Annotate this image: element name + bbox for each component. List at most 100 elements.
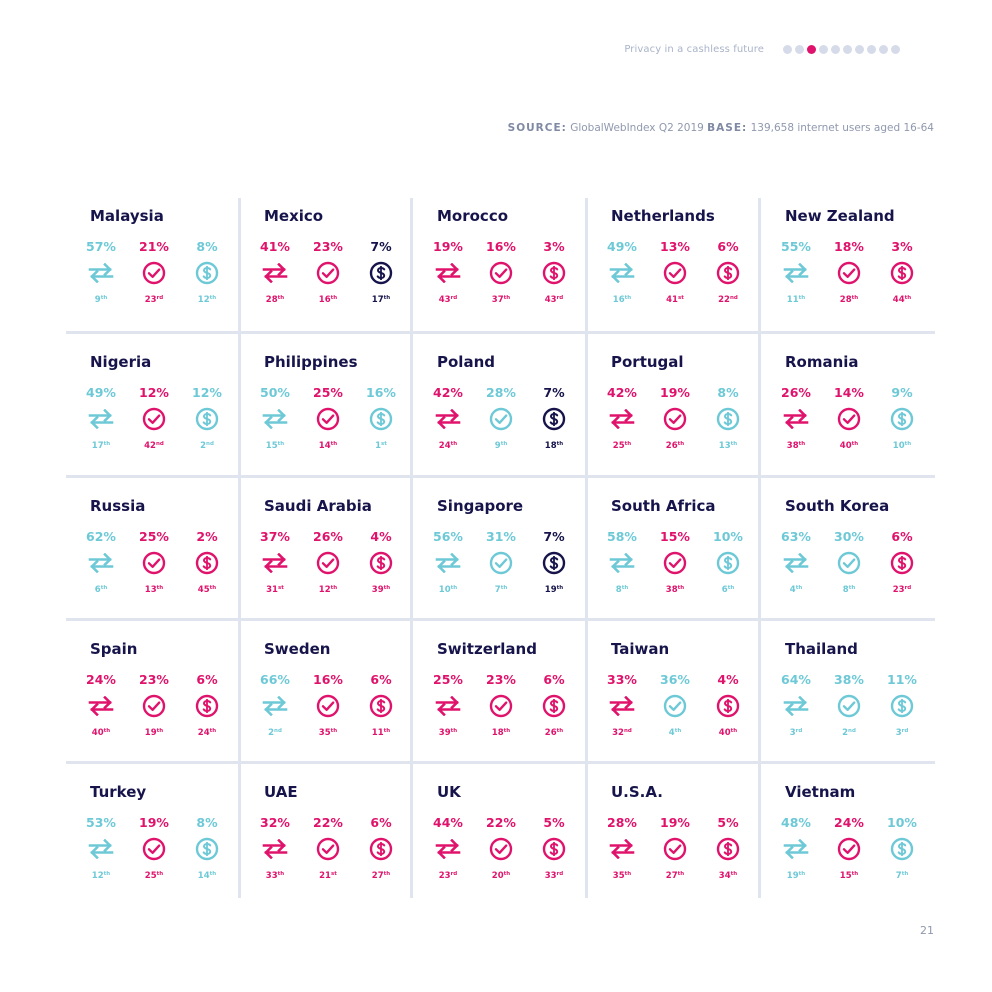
stat-percent: 19% [139, 815, 169, 830]
rank-number: 25 [144, 871, 157, 881]
country-card: Spain 24% 40th 23% 19th 6% 24th [66, 631, 236, 766]
country-name: Switzerland [437, 640, 537, 658]
check-circle-icon [476, 407, 526, 431]
stat-rank: 7th [877, 871, 927, 881]
country-name: New Zealand [785, 207, 895, 225]
country-card: Mexico 41% 28th 23% 16th 7% 17th [240, 198, 410, 333]
stat-percent: 32% [260, 815, 290, 830]
rank-number: 12 [318, 585, 331, 595]
rank-suffix: th [730, 871, 738, 877]
country-name: Turkey [90, 783, 147, 801]
rank-suffix: th [103, 441, 111, 447]
dollar-circle-icon [356, 551, 406, 575]
country-name: Netherlands [611, 207, 715, 225]
stat-rank: 17th [76, 441, 126, 451]
row-divider [66, 475, 935, 478]
stat-rank: 25th [597, 441, 647, 451]
progress-dot [855, 45, 864, 54]
stat-rank: 37th [476, 295, 526, 305]
stat-percent: 64% [781, 672, 811, 687]
transfer-arrows-icon [250, 551, 300, 575]
stat-percent: 25% [313, 385, 343, 400]
stat-percent: 24% [834, 815, 864, 830]
rank-number: 15 [265, 441, 278, 451]
rank-number: 17 [371, 295, 384, 305]
rank-suffix: th [851, 441, 859, 447]
source-text: GlobalWebIndex Q2 2019 [570, 122, 704, 134]
stat-percent: 53% [86, 815, 116, 830]
stat-percent: 15% [660, 529, 690, 544]
rank-number: 23 [144, 295, 157, 305]
rank-suffix: rd [450, 295, 458, 301]
rank-suffix: th [383, 871, 391, 877]
transfer-arrows-icon [250, 261, 300, 285]
rank-number: 16 [612, 295, 625, 305]
country-name: Nigeria [90, 353, 152, 371]
rank-suffix: th [677, 585, 685, 591]
stat-rank: 15th [250, 441, 300, 451]
stat-rank: 34th [703, 871, 753, 881]
rank-suffix: th [100, 295, 108, 301]
country-name: South Korea [785, 497, 890, 515]
stat-rank: 43rd [529, 295, 579, 305]
stat-rank: 9th [76, 295, 126, 305]
stat-percent: 58% [607, 529, 637, 544]
rank-number: 9 [494, 441, 501, 451]
transfer-arrows-icon [76, 407, 126, 431]
rank-suffix: th [450, 441, 458, 447]
check-circle-icon [476, 837, 526, 861]
dollar-circle-icon [877, 837, 927, 861]
rank-number: 11 [371, 728, 384, 738]
country-name: Singapore [437, 497, 524, 515]
country-card: Poland 42% 24th 28% 9th 7% 18th [413, 344, 583, 479]
stat-rank: 19th [529, 585, 579, 595]
stat-percent: 26% [313, 529, 343, 544]
rank-number: 40 [91, 728, 104, 738]
stat-percent: 4% [370, 529, 392, 544]
stat-rank: 33rd [529, 871, 579, 881]
stat-rank: 45th [182, 585, 232, 595]
stat-rank: 31st [250, 585, 300, 595]
stat-rank: 38th [650, 585, 700, 595]
rank-suffix: th [727, 585, 735, 591]
country-name: Morocco [437, 207, 509, 225]
stat-percent: 4% [717, 672, 739, 687]
stat-rank: 39th [423, 728, 473, 738]
stat-percent: 57% [86, 239, 116, 254]
stat-percent: 24% [86, 672, 116, 687]
stat-rank: 18th [476, 728, 526, 738]
stat-percent: 10% [887, 815, 917, 830]
stat-rank: 16th [597, 295, 647, 305]
dollar-circle-icon [703, 837, 753, 861]
rank-suffix: th [730, 441, 738, 447]
transfer-arrows-icon [597, 261, 647, 285]
rank-number: 44 [892, 295, 905, 305]
dollar-circle-icon [529, 837, 579, 861]
page-progress-dots [783, 45, 900, 54]
rank-number: 2 [268, 728, 275, 738]
transfer-arrows-icon [771, 551, 821, 575]
stat-rank: 24th [182, 728, 232, 738]
source-label: SOURCE: [507, 122, 567, 134]
rank-number: 32 [612, 728, 624, 738]
country-name: Mexico [264, 207, 324, 225]
rank-suffix: th [450, 728, 458, 734]
rank-number: 11 [786, 295, 799, 305]
stat-percent: 7% [543, 529, 565, 544]
check-circle-icon [650, 694, 700, 718]
rank-number: 16 [318, 295, 331, 305]
stat-percent: 11% [887, 672, 917, 687]
rank-suffix: nd [155, 441, 164, 447]
dollar-circle-icon [877, 551, 927, 575]
check-circle-icon [650, 551, 700, 575]
rank-number: 2 [200, 441, 207, 451]
rank-suffix: th [848, 585, 856, 591]
stat-percent: 28% [486, 385, 516, 400]
stat-rank: 18th [529, 441, 579, 451]
stat-percent: 7% [370, 239, 392, 254]
column-divider [758, 198, 761, 898]
rank-suffix: th [103, 728, 111, 734]
rank-suffix: rd [156, 295, 164, 301]
base-text: 139,658 internet users aged 16-64 [750, 122, 934, 134]
rank-number: 18 [544, 441, 557, 451]
